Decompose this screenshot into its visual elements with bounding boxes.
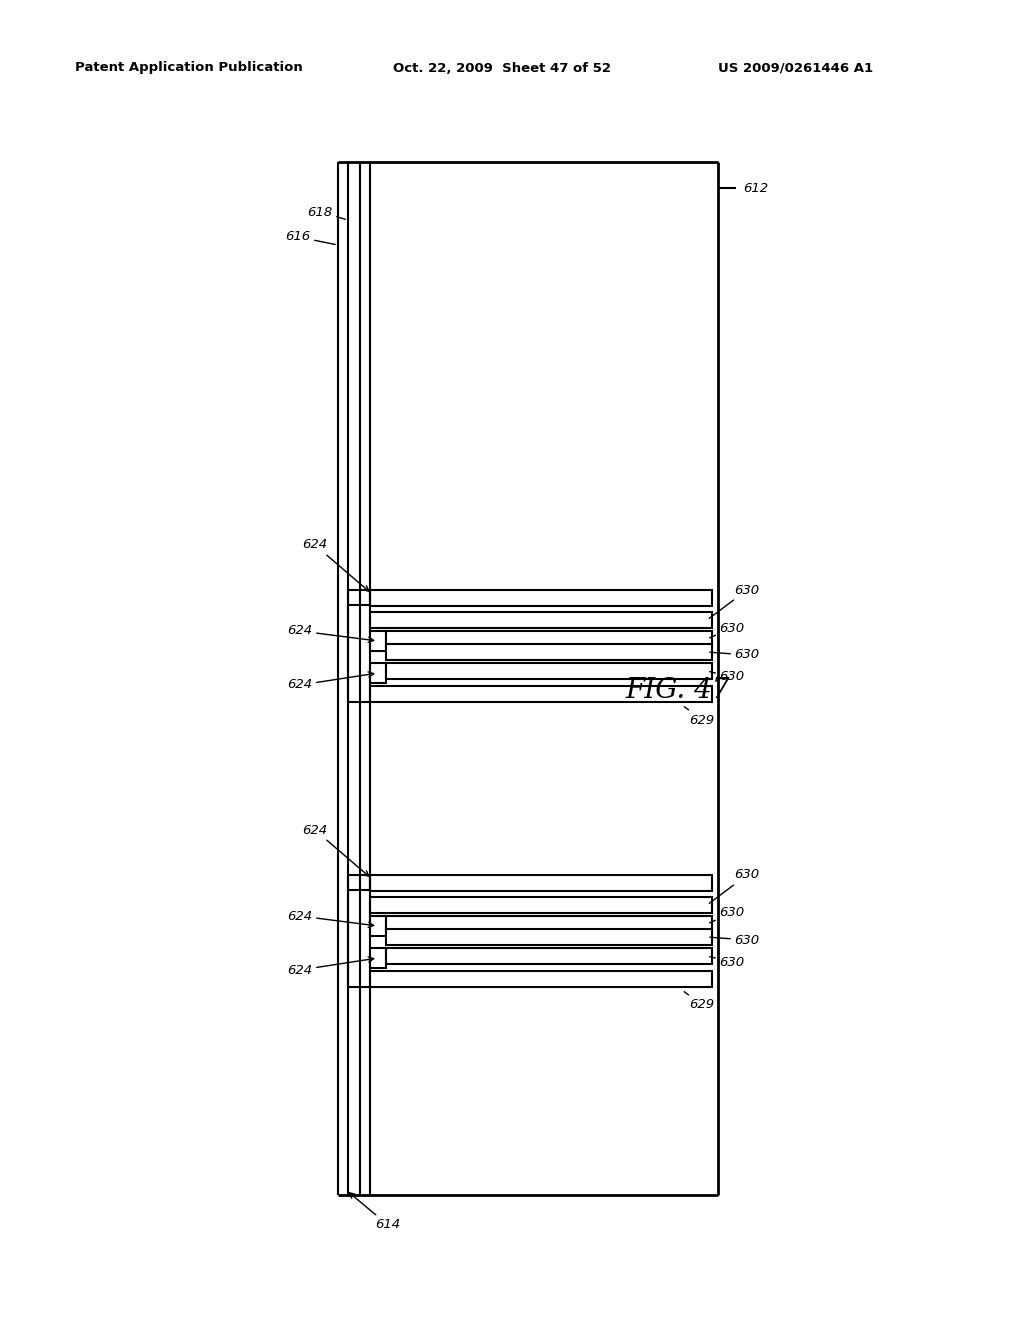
Text: 630: 630: [710, 648, 760, 661]
Bar: [386, 916, 712, 932]
Text: 630: 630: [710, 956, 744, 969]
Text: US 2009/0261446 A1: US 2009/0261446 A1: [718, 62, 873, 74]
Bar: [370, 631, 386, 651]
Bar: [370, 875, 712, 891]
Text: 630: 630: [710, 671, 744, 684]
Text: Oct. 22, 2009  Sheet 47 of 52: Oct. 22, 2009 Sheet 47 of 52: [393, 62, 611, 74]
Bar: [370, 612, 712, 628]
Bar: [370, 663, 386, 682]
Text: 624: 624: [302, 539, 369, 591]
Text: FIG. 47: FIG. 47: [625, 676, 729, 704]
Text: 612: 612: [743, 181, 769, 194]
Bar: [370, 916, 386, 936]
Bar: [386, 663, 712, 678]
Text: 630: 630: [710, 907, 744, 923]
Bar: [386, 631, 712, 647]
Text: 614: 614: [349, 1193, 400, 1232]
Text: 630: 630: [710, 583, 760, 618]
Text: 624: 624: [302, 824, 369, 876]
Bar: [386, 644, 712, 660]
Text: 616: 616: [286, 231, 335, 244]
Text: 618: 618: [307, 206, 345, 219]
Text: 630: 630: [710, 869, 760, 903]
Text: 630: 630: [710, 622, 744, 638]
Text: 624: 624: [288, 672, 374, 692]
Bar: [370, 948, 386, 968]
Text: 624: 624: [288, 909, 374, 928]
Bar: [386, 948, 712, 964]
Text: 629: 629: [684, 706, 715, 726]
Bar: [370, 590, 712, 606]
Bar: [370, 686, 712, 702]
Text: 624: 624: [288, 624, 374, 643]
Bar: [370, 972, 712, 987]
Bar: [386, 929, 712, 945]
Text: Patent Application Publication: Patent Application Publication: [75, 62, 303, 74]
Text: 624: 624: [288, 957, 374, 977]
Text: 630: 630: [710, 933, 760, 946]
Text: 629: 629: [684, 991, 715, 1011]
Bar: [370, 898, 712, 913]
